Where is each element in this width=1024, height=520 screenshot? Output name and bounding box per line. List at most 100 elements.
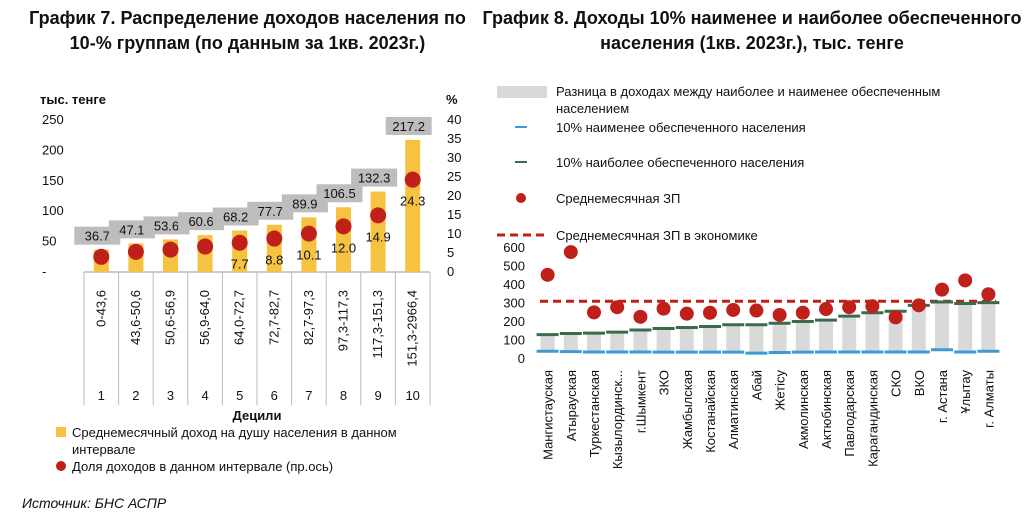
chart8-y-tick: 100 [503,333,525,348]
chart7-right-axis-title: % [446,92,458,107]
chart7-right-tick: 35 [447,131,461,146]
chart7-decile-label: 3 [167,388,174,403]
chart8-salary-dot [726,302,741,317]
chart8-legend-range-swatch [497,86,547,98]
chart7-bar [301,217,317,272]
chart7-range-label: 50,6-56,9 [163,290,178,345]
chart8-range-bar [958,303,973,352]
chart7-left-tick: 250 [42,112,64,127]
chart8-legend-zp-label: Среднемесячная ЗП [556,191,680,206]
chart8-legend-low-label: 10% наименее обеспеченного населения [556,120,806,135]
chart7-bar-label-box [178,212,225,231]
chart7-share-label: 24.3 [400,194,425,209]
chart7-decile-label: 9 [374,388,381,403]
chart7-share-label: 12.0 [331,240,356,255]
chart8-salary-dot [911,298,926,313]
chart7-right-tick: 10 [447,226,461,241]
chart8-region-label: Алматинская [726,370,741,449]
chart7-right-tick: 25 [447,169,461,184]
chart7-bar-label: 36.7 [85,229,110,244]
chart8-salary-dot [935,282,949,297]
chart7-bar-label: 68.2 [223,210,248,225]
chart7-bar-label-box [108,220,155,239]
chart7-share-dot [370,207,387,224]
chart7-share-dot [93,248,110,265]
chart7-decile-label: 5 [236,388,243,403]
chart8-salary-dot [842,300,857,315]
chart8-legend-economy-label: Среднемесячная ЗП в экономике [556,228,758,243]
chart8-salary-dot [772,307,787,322]
chart7-share-label: 7.7 [231,257,249,272]
chart7-left-tick: - [42,264,46,279]
chart7-decile-label: 2 [132,388,139,403]
chart8-legend-zp-swatch [516,193,526,203]
chart7-right-tick: 20 [447,188,461,203]
chart7-share-dot [335,218,352,235]
chart8-range-bar [587,333,601,352]
chart8-region-label: Ұлытау [958,370,973,414]
chart8-salary-dot [981,287,996,302]
chart8-salary-dot [819,302,833,317]
chart7-bar-label: 77.7 [258,204,283,219]
chart7-bar-label: 217.2 [392,119,425,134]
chart8-region-label: СКО [889,370,904,397]
chart7-x-axis-title: Децили [233,408,282,423]
chart7-share-label: 8.8 [265,253,283,268]
chart7-bar-label-box [351,168,398,187]
chart8-range-bar [795,321,810,353]
chart8-salary-dot [679,306,694,321]
chart7-bar-label-box [143,216,190,235]
chart7-share-dot [197,238,214,255]
chart8-range-bar [749,324,764,354]
chart8-title: График 8. Доходы 10% наименее и наиболее… [482,8,1022,53]
chart7-share-dot [404,171,421,188]
chart8-salary-dot [610,300,625,315]
chart7-decile-label: 10 [405,388,419,403]
chart8-range-bar [540,334,555,352]
chart7-range-label: 117,3-151,3 [370,290,385,358]
chart8-region-label: Карагандинская [865,370,880,467]
chart8-region-label: г. Астана [935,369,950,423]
chart8-salary-dot [563,245,578,260]
chart7-decile-label: 4 [201,388,208,403]
chart8-region-label: Акмолинская [796,370,811,449]
chart8-range-bar [935,302,949,350]
chart7-decile-label: 1 [98,388,105,403]
chart7-bar-label-box [385,116,432,135]
chart7-legend-bar-label-line2: интервале [72,442,136,457]
chart8-range-bar [679,327,694,353]
chart8-region-label: Жетісу [773,370,788,411]
chart8-range-bar [563,333,578,352]
chart7-legend-bar-label-line1: Среднемесячный доход на душу населения в… [72,425,397,440]
chart7-range-label: 64,0-72,7 [232,290,247,345]
chart7-decile-label: 6 [271,388,278,403]
chart8-range-bar [911,305,926,352]
chart7-title: График 7. Распределение доходов населени… [29,8,466,53]
chart8-salary-dot [888,310,903,325]
chart7-right-tick: 15 [447,207,461,222]
chart7-right-tick: 0 [447,264,454,279]
chart8-range-bar [772,323,787,353]
chart7-legend-dot-label: Доля доходов в данном интервале (пр.ось) [72,459,333,474]
chart8-region-label: Кызылординск... [610,370,625,469]
source-note: Источник: БНС АСПР [22,495,167,511]
chart8-range-bar [842,316,857,352]
chart7-share-dot [231,234,248,251]
chart8-legend-range-label-line2: населением [556,101,629,116]
chart7-share-label: 14.9 [365,229,390,244]
chart7-right-tick: 30 [447,150,461,165]
chart8-range-bar [865,312,880,352]
chart7-decile-label: 7 [305,388,312,403]
chart8-salary-dot [587,305,601,320]
chart7-bar-label-box [74,226,121,245]
chart8-region-label: ВКО [912,370,927,396]
chart8-region-label: Жамбылская [680,370,695,449]
chart8-y-tick: 400 [503,277,525,292]
chart7-range-label: 151,3-2966,4 [405,290,420,367]
chart7-bar-label-box [247,201,294,220]
chart7-bar-label: 60.6 [188,214,213,229]
chart7-bar-label: 106.5 [323,186,356,201]
chart8-salary-dot [703,305,717,320]
chart8-range-bar [656,328,671,353]
chart7-bar-label-box [212,207,259,226]
